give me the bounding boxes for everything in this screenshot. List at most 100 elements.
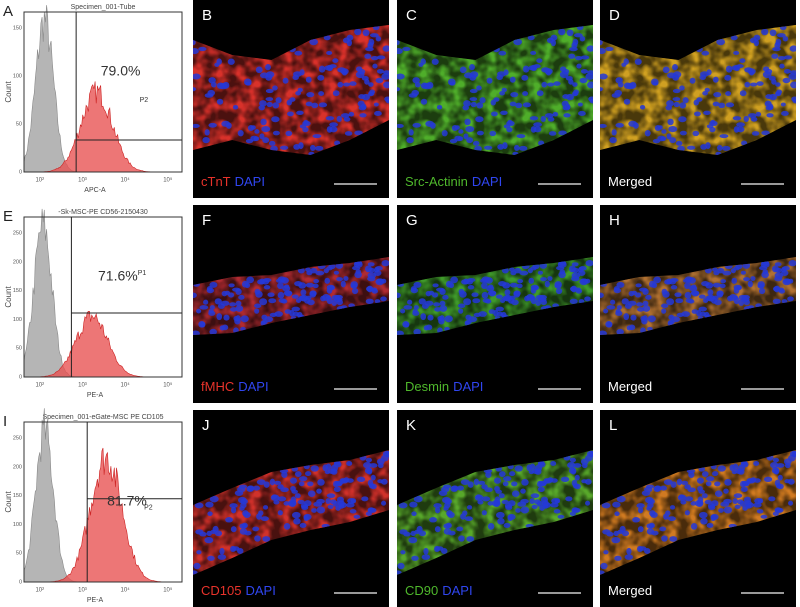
nucleus bbox=[559, 66, 567, 72]
nucleus bbox=[382, 45, 389, 52]
nucleus bbox=[745, 504, 752, 509]
nucleus bbox=[241, 280, 249, 288]
nucleus bbox=[700, 517, 708, 525]
nucleus bbox=[193, 48, 199, 55]
nucleus bbox=[548, 131, 557, 136]
nucleus bbox=[272, 85, 278, 91]
nucleus bbox=[259, 133, 265, 140]
nucleus bbox=[641, 317, 648, 325]
nucleus bbox=[669, 505, 676, 510]
nucleus bbox=[603, 550, 609, 555]
nucleus bbox=[772, 457, 779, 463]
nucleus bbox=[407, 299, 413, 305]
nucleus bbox=[616, 281, 625, 288]
nucleus bbox=[777, 56, 786, 61]
nucleus bbox=[775, 82, 781, 87]
nucleus bbox=[774, 262, 782, 267]
nucleus bbox=[571, 272, 581, 279]
nucleus bbox=[326, 297, 333, 305]
nucleus bbox=[537, 297, 547, 302]
nucleus bbox=[667, 72, 676, 79]
nucleus bbox=[303, 514, 309, 522]
nucleus bbox=[237, 486, 246, 493]
nucleus bbox=[463, 298, 472, 306]
nucleus bbox=[384, 96, 389, 102]
nucleus bbox=[756, 509, 764, 514]
nucleus bbox=[571, 267, 580, 273]
nucleus bbox=[376, 55, 386, 60]
nucleus bbox=[763, 476, 773, 483]
nucleus bbox=[374, 110, 382, 116]
nucleus bbox=[678, 116, 687, 123]
nucleus bbox=[217, 554, 227, 560]
nucleus bbox=[325, 498, 331, 504]
nucleus bbox=[639, 104, 646, 110]
nucleus bbox=[196, 308, 202, 314]
nucleus bbox=[511, 481, 518, 487]
nucleus bbox=[262, 137, 270, 144]
nucleus bbox=[515, 102, 523, 109]
nucleus bbox=[615, 310, 623, 316]
nucleus bbox=[487, 290, 497, 296]
nucleus bbox=[348, 111, 355, 117]
nucleus bbox=[527, 35, 535, 41]
nucleus bbox=[223, 314, 230, 321]
nucleus bbox=[332, 90, 340, 97]
nucleus bbox=[666, 298, 675, 306]
nucleus bbox=[285, 130, 293, 137]
nucleus bbox=[267, 292, 275, 298]
nucleus bbox=[332, 501, 340, 507]
nucleus bbox=[676, 478, 683, 486]
nucleus bbox=[600, 48, 606, 55]
nucleus bbox=[672, 97, 681, 102]
nucleus bbox=[703, 110, 711, 115]
nucleus bbox=[751, 131, 760, 136]
nucleus bbox=[466, 536, 475, 542]
nucleus bbox=[637, 506, 644, 514]
nucleus bbox=[208, 77, 216, 84]
nucleus bbox=[783, 458, 792, 465]
nucleus bbox=[509, 282, 519, 288]
nucleus bbox=[193, 73, 201, 80]
nucleus bbox=[309, 38, 319, 46]
nucleus bbox=[684, 510, 690, 516]
x-axis-label: PE-A bbox=[87, 597, 104, 604]
nucleus bbox=[565, 496, 573, 502]
nucleus bbox=[299, 522, 307, 528]
nucleus bbox=[719, 134, 729, 139]
nucleus bbox=[292, 311, 300, 317]
nucleus bbox=[226, 122, 232, 129]
nucleus bbox=[253, 136, 260, 142]
nucleus bbox=[692, 130, 700, 137]
plot-title: Specimen_001-Tube bbox=[71, 4, 136, 11]
nucleus bbox=[265, 97, 274, 102]
nucleus bbox=[588, 450, 593, 458]
nucleus bbox=[623, 98, 631, 105]
nucleus bbox=[574, 483, 581, 490]
nucleus bbox=[716, 38, 726, 46]
nucleus bbox=[316, 488, 322, 494]
nucleus bbox=[503, 69, 509, 76]
nucleus bbox=[240, 502, 247, 509]
nucleus bbox=[706, 69, 712, 76]
micrograph-panel: K CD90 DAPI bbox=[397, 410, 593, 607]
nucleus bbox=[397, 292, 401, 299]
nucleus bbox=[761, 130, 770, 136]
channel-label-part: DAPI bbox=[453, 379, 483, 394]
nucleus bbox=[209, 328, 217, 335]
nucleus bbox=[725, 102, 735, 108]
nucleus bbox=[690, 501, 697, 506]
nucleus bbox=[613, 285, 620, 292]
nucleus bbox=[305, 471, 312, 477]
nucleus bbox=[580, 68, 588, 74]
nucleus bbox=[397, 48, 403, 55]
nucleus bbox=[279, 145, 289, 150]
nucleus bbox=[469, 97, 478, 102]
channel-label: Merged bbox=[608, 379, 652, 394]
nucleus bbox=[406, 136, 414, 144]
nucleus bbox=[680, 499, 687, 505]
plot-frame bbox=[23, 11, 183, 173]
nucleus bbox=[654, 485, 662, 492]
nucleus bbox=[487, 501, 494, 506]
nucleus bbox=[616, 495, 626, 503]
